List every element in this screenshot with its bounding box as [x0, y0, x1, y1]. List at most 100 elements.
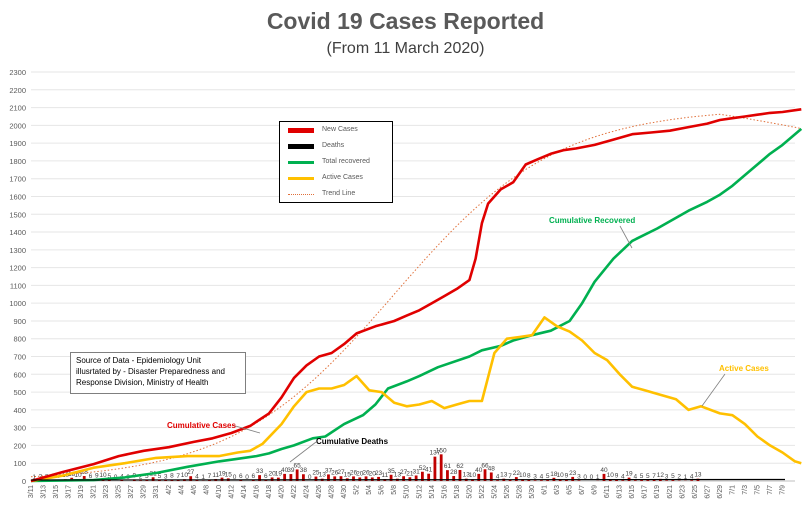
x-tick-label: 3/21: [91, 485, 98, 499]
new-cases-data-label: 4: [633, 473, 637, 480]
new-cases-bar: [539, 480, 543, 481]
y-tick-label: 700: [13, 353, 26, 362]
new-cases-bar: [439, 454, 443, 481]
y-tick-label: 1800: [9, 157, 26, 166]
new-cases-data-label: 26: [331, 469, 339, 476]
new-cases-data-label: 5: [145, 473, 149, 480]
new-cases-bar: [402, 476, 406, 481]
new-cases-bar: [264, 479, 268, 481]
new-cases-bar: [270, 477, 274, 481]
new-cases-data-label: 4: [621, 473, 625, 480]
y-tick-label: 2300: [9, 68, 26, 77]
new-cases-data-label: 13: [463, 472, 471, 479]
new-cases-data-label: 1: [201, 474, 205, 481]
new-cases-data-label: 13: [319, 472, 327, 479]
x-tick-label: 4/6: [191, 485, 198, 495]
x-tick-label: 4/28: [329, 485, 336, 499]
annotation-cumulative-recovered-leader: [619, 225, 633, 249]
new-cases-data-label: 0: [590, 474, 594, 481]
x-tick-label: 5/20: [466, 485, 473, 499]
new-cases-bar: [508, 479, 512, 481]
y-tick-label: 500: [13, 388, 26, 397]
x-tick-label: 5/16: [441, 485, 448, 499]
new-cases-data-label: 11: [381, 472, 388, 479]
new-cases-data-label: 8: [170, 473, 174, 480]
new-cases-data-label: 13: [500, 472, 508, 479]
y-tick-label: 1000: [9, 299, 26, 308]
new-cases-bar: [571, 476, 575, 481]
new-cases-bar: [652, 479, 656, 481]
new-cases-bar: [577, 480, 581, 481]
x-tick-label: 4/30: [341, 485, 348, 499]
new-cases-data-label: 2: [139, 474, 143, 481]
new-cases-bar: [314, 476, 318, 481]
new-cases-bar: [458, 469, 462, 481]
new-cases-data-label: 35: [387, 468, 395, 475]
new-cases-bar: [327, 474, 330, 481]
new-cases-data-label: 21: [406, 470, 414, 477]
x-tick-label: 5/24: [491, 485, 498, 499]
new-cases-data-label: 3: [665, 473, 669, 480]
new-cases-data-label: 6: [251, 473, 255, 480]
x-tick-label: 3/31: [153, 485, 160, 499]
new-cases-data-label: 27: [187, 469, 195, 476]
legend-swatch-new-cases: [288, 128, 314, 133]
new-cases-bar: [665, 480, 669, 481]
y-tick-label: 1400: [9, 228, 26, 237]
new-cases-bar: [295, 469, 299, 481]
x-tick-label: 5/28: [516, 485, 523, 499]
new-cases-bar: [195, 480, 199, 481]
new-cases-data-label: 8: [527, 473, 531, 480]
new-cases-bar: [352, 476, 355, 481]
legend-swatch-total-recovered: [288, 161, 314, 164]
y-tick-label: 800: [13, 335, 26, 344]
new-cases-data-label: 4: [690, 473, 694, 480]
y-tick-label: 300: [13, 424, 26, 433]
new-cases-bar: [289, 474, 293, 481]
new-cases-bar: [157, 480, 161, 481]
new-cases-bar: [251, 479, 255, 481]
new-cases-data-label: 2: [677, 474, 681, 481]
y-tick-label: 400: [13, 406, 26, 415]
x-tick-label: 4/20: [278, 485, 285, 499]
new-cases-bar: [389, 474, 393, 481]
x-tick-label: 5/26: [504, 485, 511, 499]
new-cases-data-label: 1: [32, 474, 36, 481]
y-tick-label: 1700: [9, 175, 26, 184]
x-tick-label: 3/17: [66, 485, 73, 499]
new-cases-bar: [452, 476, 456, 481]
new-cases-data-label: 23: [375, 470, 383, 477]
new-cases-bar: [671, 480, 675, 481]
x-tick-label: 3/11: [28, 485, 35, 498]
new-cases-data-label: 13: [394, 472, 402, 479]
new-cases-data-label: 4: [496, 473, 500, 480]
annotation-cumulative-deaths: Cumulative Deaths: [316, 437, 389, 446]
x-tick-label: 6/1: [542, 485, 549, 495]
new-cases-data-label: 26: [350, 469, 358, 476]
source-line-2: illusrtated by - Disaster Preparedness a…: [76, 367, 225, 376]
new-cases-bar: [339, 476, 343, 481]
new-cases-bar: [189, 476, 193, 481]
x-tick-label: 4/4: [178, 485, 185, 495]
new-cases-data-label: 26: [362, 469, 370, 476]
new-cases-data-label: 23: [569, 470, 577, 477]
new-cases-data-label: 5: [671, 473, 675, 480]
x-tick-label: 6/7: [579, 485, 586, 495]
new-cases-bar: [546, 480, 550, 481]
annotation-active-cases-leader: [701, 373, 726, 407]
new-cases-data-label: 3: [533, 473, 537, 480]
y-tick-label: 2200: [9, 86, 26, 95]
new-cases-data-label: 6: [239, 473, 243, 480]
new-cases-bar: [283, 473, 287, 481]
new-cases-bar: [151, 477, 155, 481]
new-cases-data-label: 6: [89, 473, 93, 480]
chart-legend: New Cases Deaths Total recovered Active …: [279, 121, 393, 203]
y-tick-label: 100: [13, 459, 26, 468]
new-cases-bar: [621, 480, 625, 481]
y-tick-label: 1200: [9, 264, 26, 273]
new-cases-bar: [533, 480, 537, 481]
new-cases-data-label: 25: [312, 470, 320, 477]
new-cases-data-label: 4: [540, 473, 544, 480]
new-cases-data-label: 7: [176, 473, 180, 480]
